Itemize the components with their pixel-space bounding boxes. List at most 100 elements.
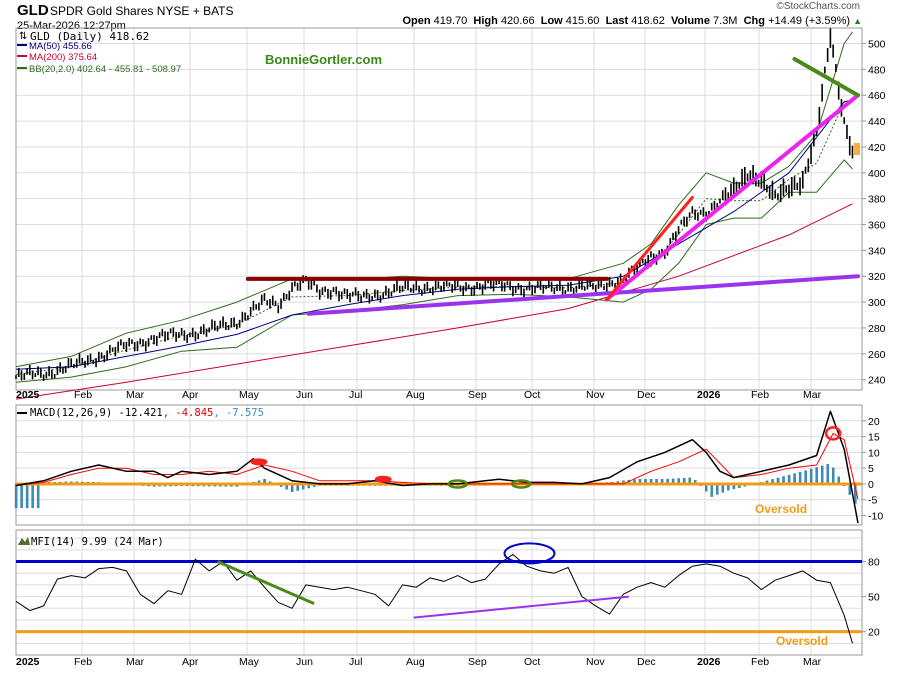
x-tick-label: Oct xyxy=(524,389,540,401)
y-tick-label: 300 xyxy=(868,297,886,309)
y-tick-label: 80 xyxy=(868,557,880,569)
bb-lower-line xyxy=(15,159,853,383)
candlestick-icon: ⇅ xyxy=(19,31,27,42)
x-tick-label: Apr xyxy=(182,656,199,668)
y-tick-label: 0 xyxy=(868,479,874,491)
x-tick-label: Nov xyxy=(586,656,605,668)
histogram-bar xyxy=(25,483,29,509)
legend-signal: , -4.845 xyxy=(163,407,214,419)
ticker-symbol: GLD xyxy=(17,2,49,19)
chg-value: +14.49 (+3.59%) xyxy=(768,15,851,27)
y-tick-label: 5 xyxy=(868,463,874,475)
watermark: BonnieGortler.com xyxy=(265,52,382,67)
panel-frames xyxy=(15,27,863,656)
macd-crossover-circle xyxy=(824,426,842,441)
mfi-overbought-ellipse xyxy=(503,542,556,565)
trend-trendline-magenta xyxy=(604,93,860,302)
y-tick-label: 20 xyxy=(868,627,880,639)
up-triangle-icon: ▲ xyxy=(853,16,862,26)
x-tick-label: Mar xyxy=(126,389,145,401)
y-tick-label: 420 xyxy=(868,142,886,154)
bb-middle-line xyxy=(15,99,853,375)
stockcharts-brand: ©StockCharts.com xyxy=(776,1,860,12)
x-tick-label: Mar xyxy=(803,656,822,668)
x-tick-label: Jun xyxy=(296,389,313,401)
y-tick-label: 340 xyxy=(868,245,886,257)
last-price-marker xyxy=(854,143,860,155)
x-tick-label: May xyxy=(239,389,260,401)
ma50-line xyxy=(15,99,853,370)
macd-oversold-label: Oversold xyxy=(755,502,807,516)
histogram-bar xyxy=(14,483,18,509)
macd-crossover-marker xyxy=(374,475,392,483)
legend-price: GLD (Daily) 418.62 xyxy=(30,30,149,43)
histogram-bar xyxy=(804,470,807,485)
legend-macd: MACD(12,26,9) -12.421 xyxy=(30,407,163,419)
x-tick-label: May xyxy=(239,656,260,668)
legend-swatch-bb xyxy=(17,67,27,69)
legend-ma50: MA(50) 455.66 xyxy=(29,41,92,52)
chg-label: Chg xyxy=(743,15,765,27)
price-legend: ⇅ GLD (Daily) 418.62 MA(50) 455.66 MA(20… xyxy=(17,30,382,75)
y-tick-label: 15 xyxy=(868,432,880,444)
legend-histogram: , -7.575 xyxy=(213,407,264,419)
x-tick-label: Feb xyxy=(751,389,769,401)
y-tick-label: 240 xyxy=(868,375,886,387)
histogram-bar xyxy=(20,483,23,509)
y-tick-label: 380 xyxy=(868,194,886,206)
x-tick-label: Oct xyxy=(524,656,540,668)
y-tick-label: 360 xyxy=(868,220,886,232)
y-tick-label: 320 xyxy=(868,271,886,283)
mfi-oversold-label: Oversold xyxy=(776,634,828,648)
y-tick-label: 50 xyxy=(868,592,880,604)
histogram-bar xyxy=(815,467,818,485)
x-tick-label: Jun xyxy=(296,656,313,668)
x-tick-label: Jul xyxy=(349,656,362,668)
x-tick-label: 2026 xyxy=(697,389,721,401)
x-tick-label: Dec xyxy=(637,389,656,401)
last-label: Last xyxy=(605,15,629,27)
high-value: 420.66 xyxy=(500,15,535,27)
legend-swatch-ma50 xyxy=(17,44,27,46)
legend-mfi: MFI(14) 9.99 (24 Mar) xyxy=(31,536,164,548)
low-value: 415.60 xyxy=(565,15,600,27)
histogram-bar xyxy=(832,467,835,485)
gridlines xyxy=(15,28,862,655)
x-tick-label: 2026 xyxy=(697,656,721,668)
mfi-trendline-purple xyxy=(413,595,629,619)
y-tick-label: 460 xyxy=(868,90,886,102)
legend-swatch-ma200 xyxy=(17,55,27,57)
signal-line xyxy=(15,432,859,500)
mfi-line xyxy=(15,554,853,644)
mfi-legend: MFI(14) 9.99 (24 Mar) Oversold xyxy=(18,536,828,648)
macd-line xyxy=(15,410,859,524)
histogram-bar xyxy=(826,464,829,485)
x-tick-label: Feb xyxy=(74,656,92,668)
y-tick-label: -5 xyxy=(868,495,877,507)
histogram-bar xyxy=(820,465,824,485)
macd-legend: MACD(12,26,9) -12.421, -4.845, -7.575 Ov… xyxy=(17,407,807,516)
legend-ma200: MA(200) 375.64 xyxy=(29,52,97,63)
x-tick-label: Apr xyxy=(182,389,199,401)
low-label: Low xyxy=(540,15,563,27)
axis-labels: 240 260 280 300 320 340 360 380 400 420 440 460 480 5… xyxy=(16,39,886,668)
volume-value: 7.3M xyxy=(713,15,738,27)
security-name: SPDR Gold Shares NYSE + BATS xyxy=(50,4,234,18)
panel-frame xyxy=(15,27,863,391)
histogram-bar xyxy=(36,483,40,509)
y-tick-label: 260 xyxy=(868,349,886,361)
histogram-bar xyxy=(710,483,714,497)
x-tick-label: Aug xyxy=(406,389,425,401)
x-tick-label: Aug xyxy=(406,656,425,668)
x-tick-label: Sep xyxy=(468,389,487,401)
high-label: High xyxy=(473,15,498,27)
last-value: 418.62 xyxy=(631,15,665,27)
y-tick-label: 480 xyxy=(868,64,886,76)
support-trendline-purple xyxy=(306,274,860,316)
y-tick-label: 400 xyxy=(868,168,886,180)
x-tick-label: Sep xyxy=(468,656,487,668)
trend-trendline-red xyxy=(605,195,694,301)
open-value: 419.70 xyxy=(433,15,468,27)
histogram-bar xyxy=(716,483,719,495)
panel-frame xyxy=(15,404,863,526)
